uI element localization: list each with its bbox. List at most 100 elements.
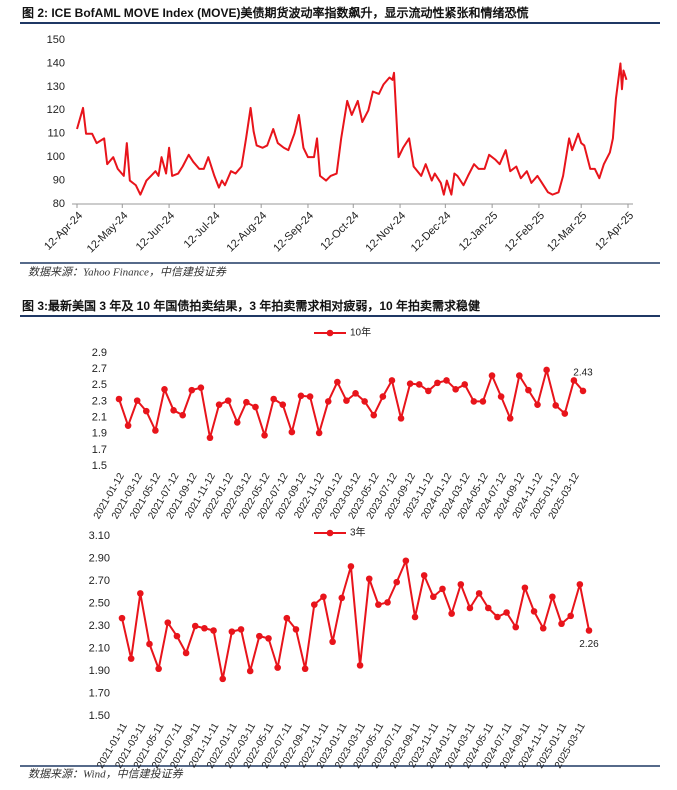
data-point — [324, 398, 332, 405]
data-point — [347, 563, 355, 570]
data-point — [579, 387, 587, 395]
data-point — [320, 593, 327, 601]
y-tick-label: 150 — [47, 34, 65, 46]
data-point — [406, 380, 414, 387]
data-point — [292, 626, 300, 633]
data-point — [370, 411, 378, 419]
y-tick-label: 120 — [47, 104, 65, 116]
x-tick-label: 12-Oct-24 — [318, 210, 361, 253]
data-point — [301, 665, 309, 673]
data-point — [512, 623, 520, 631]
data-point — [243, 398, 250, 406]
data-point — [252, 403, 259, 411]
data-point — [306, 393, 314, 400]
x-tick-label: 12-Feb-25 — [503, 210, 547, 254]
data-point — [397, 415, 405, 422]
data-point — [539, 624, 547, 632]
y-tick-label: 2.1 — [92, 411, 107, 423]
x-tick-label: 12-Apr-24 — [42, 210, 85, 253]
data-point — [434, 379, 441, 387]
data-point — [201, 624, 208, 632]
data-point — [170, 407, 177, 414]
x-tick-label: 12-Aug-24 — [225, 210, 270, 255]
data-point — [484, 604, 492, 612]
data-point — [475, 590, 483, 597]
data-point — [543, 366, 550, 374]
data-point — [115, 395, 123, 403]
data-point — [466, 604, 474, 612]
data-point — [585, 627, 593, 634]
data-point — [182, 649, 190, 657]
data-point — [155, 665, 162, 673]
legend-marker — [326, 529, 334, 537]
y-tick-label: 1.50 — [89, 710, 110, 722]
data-point — [448, 610, 455, 617]
data-point — [310, 601, 318, 608]
y-tick-label: 130 — [47, 81, 65, 93]
data-point — [479, 398, 487, 405]
data-point — [118, 614, 126, 622]
y-tick-label: 1.90 — [89, 665, 110, 677]
y-tick-label: 100 — [47, 151, 65, 163]
y-tick-label: 80 — [53, 198, 65, 210]
x-tick-label: 12-Apr-25 — [593, 210, 636, 253]
data-point — [361, 398, 368, 405]
data-point — [197, 384, 205, 392]
data-point — [393, 578, 401, 586]
data-point — [228, 628, 236, 635]
data-point — [402, 557, 410, 565]
data-point — [420, 572, 428, 579]
y-tick-label: 2.10 — [89, 642, 110, 654]
data-point — [452, 386, 459, 393]
data-point — [461, 381, 469, 388]
data-point — [133, 397, 141, 404]
x-tick-label: 12-Nov-24 — [363, 210, 408, 255]
data-point — [142, 407, 150, 415]
source-note: 数据来源：Wind，中信建投证券 — [28, 768, 184, 781]
data-point — [283, 614, 291, 622]
data-point — [246, 667, 254, 675]
series-line — [121, 559, 590, 680]
data-point — [443, 377, 450, 384]
data-point — [415, 381, 423, 388]
data-point — [457, 581, 465, 588]
data-point — [338, 594, 346, 602]
data-label: 2.26 — [579, 639, 599, 650]
data-point — [124, 422, 132, 429]
data-point — [503, 609, 510, 616]
data-point — [352, 390, 359, 397]
data-point — [191, 622, 199, 630]
data-point — [233, 419, 241, 426]
data-point — [256, 632, 263, 640]
data-point — [261, 432, 268, 439]
x-tick-label: 12-Dec-24 — [409, 210, 454, 255]
x-tick-label: 12-Jul-24 — [182, 210, 223, 251]
source-note: 数据来源：Yahoo Finance，中信建投证券 — [28, 266, 227, 279]
y-tick-label: 140 — [47, 57, 65, 69]
data-point — [329, 638, 336, 646]
y-tick-label: 1.7 — [92, 444, 107, 456]
x-tick-label: 12-Jan-25 — [457, 210, 501, 254]
data-point — [534, 401, 541, 408]
data-point — [356, 662, 364, 669]
data-point — [516, 372, 523, 379]
y-tick-label: 90 — [53, 174, 65, 186]
y-tick-label: 2.90 — [89, 552, 110, 564]
data-point — [219, 675, 227, 683]
data-point — [152, 427, 159, 434]
y-tick-label: 3.10 — [89, 530, 110, 542]
x-tick-label: 12-Mar-25 — [545, 210, 589, 254]
y-tick-label: 2.3 — [92, 395, 107, 407]
legend-label: 3年 — [350, 526, 366, 539]
legend-marker — [326, 329, 334, 337]
data-point — [288, 428, 296, 436]
data-point — [488, 372, 496, 379]
data-point — [274, 664, 281, 671]
data-point — [558, 620, 565, 628]
data-point — [343, 397, 350, 404]
data-point — [470, 398, 478, 405]
y-tick-label: 2.30 — [89, 620, 110, 632]
data-point — [388, 377, 396, 384]
data-point — [188, 386, 196, 394]
